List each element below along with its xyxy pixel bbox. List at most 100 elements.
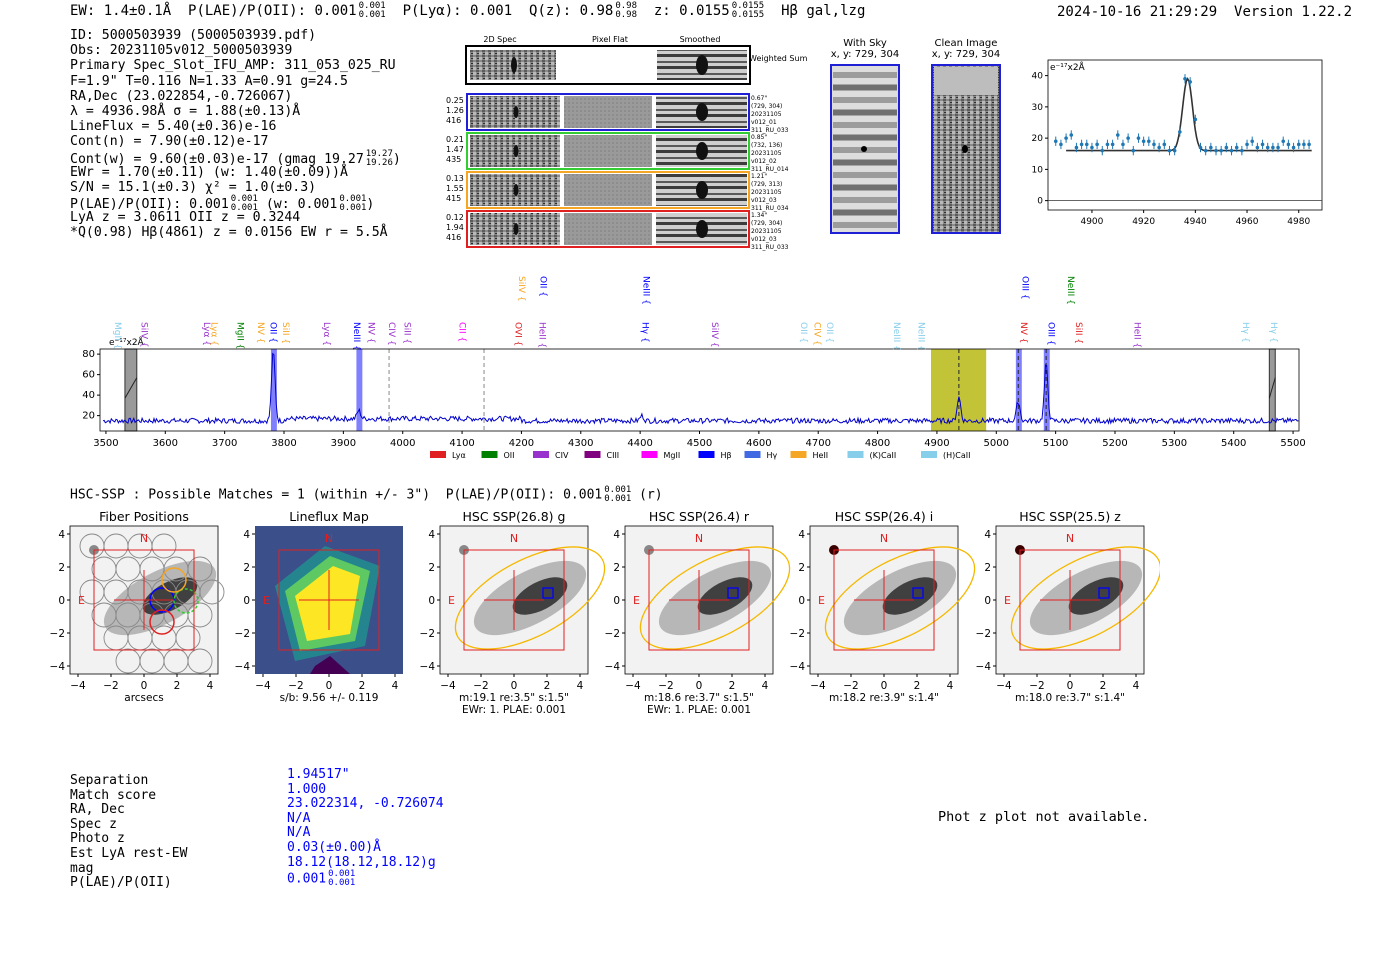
galaxy-core (882, 577, 938, 615)
spectrum-xtick-label: 5200 (1102, 438, 1127, 449)
value-plae: 0.001 0.001 0.001 (287, 870, 444, 888)
label-lya-ew: Est LyA rest-EW (70, 845, 188, 861)
cutout-row-info: (729, 304) (751, 220, 782, 227)
panel-xtick-label: 0 (141, 680, 148, 692)
panel-xtick-label: 4 (762, 680, 769, 692)
cutout-row-info: (732, 136) (751, 142, 782, 149)
info-line-fiber-params: F=1.9" T=0.116 N=1.33 A=0.91 g=24.5 (70, 73, 348, 89)
spectrum-line-label: OII { (537, 276, 547, 297)
line-fit-xtick-label: 4940 (1184, 217, 1207, 227)
plae-range: 0.001 0.001 (231, 195, 258, 213)
panel-ytick-label: −2 (976, 628, 991, 640)
value-lya-ew: 0.03(±0.00)Å (287, 839, 381, 855)
spectrum-line-label: NeIII { (641, 276, 651, 305)
value-match-score: 1.000 (287, 781, 327, 797)
spectrum-line-label: OII { (798, 322, 808, 343)
z-hi: 0.0155 (731, 1, 765, 11)
panel-xtick-label: −4 (440, 680, 456, 692)
line-fit-point (1136, 136, 1141, 140)
spectrum-line-label: SiII { (280, 322, 290, 344)
imaging-panel-title: Lineflux Map (289, 509, 369, 524)
panel-caption: m:19.1 re:3.5" s:1.5" (459, 692, 569, 704)
line-fit-point (1276, 145, 1280, 150)
cutout-row-value: 416 (446, 233, 461, 242)
ellipse-aperture (639, 546, 791, 650)
north-label: N (510, 532, 518, 545)
hsc-matches: HSC-SSP : Possible Matches = 1 (within +… (70, 487, 431, 503)
match-box (727, 587, 739, 599)
line-fit-point (1291, 145, 1296, 150)
cutout-row-value: 1.47 (446, 145, 464, 154)
cutout-source (513, 184, 519, 196)
spectrum-xtick-label: 4600 (746, 438, 771, 449)
clean-image-title: Clean Image x, y: 729, 304 (931, 38, 1001, 60)
panel-ytick-label: −4 (976, 661, 992, 673)
panel-xtick-label: 2 (729, 680, 736, 692)
cutout-row-info: (729, 313) (751, 181, 782, 188)
spectrum-line-label: OIII { (1019, 276, 1029, 300)
line-fit-ytick-label: 20 (1032, 134, 1044, 144)
panel-caption: m:18.0 re:3.7" s:1.4" (1015, 692, 1125, 704)
spectrum-line-label: CII { (457, 322, 467, 342)
hsc-plae-range: 0.001 0.001 (604, 486, 631, 504)
cutout-row-value: 0.21 (446, 135, 464, 144)
panel-xtick-label: 2 (914, 680, 921, 692)
spectrum-xtick-label: 3900 (331, 438, 356, 449)
spectrum-highlight-blue (1043, 349, 1050, 431)
imaging-panel-title: HSC SSP(26.4) r (649, 509, 750, 524)
search-box (1019, 549, 1121, 651)
spectrum-line-label: CIV { (386, 322, 396, 346)
spectrum-ytick-label: 40 (82, 390, 95, 401)
phot-z-message: Phot z plot not available. (938, 809, 1150, 825)
panel-ytick-label: −2 (50, 628, 65, 640)
info-line-wavelength: λ = 4936.98Å σ = 1.88(±0.13)Å (70, 103, 301, 119)
value-plae-lo: 0.001 (328, 878, 356, 889)
info-line-best-z: *Q(0.98) Hβ(4861) z = 0.0156 EW r = 5.5Å (70, 225, 388, 241)
line-fit-point (1203, 148, 1208, 153)
line-fit-point (1152, 142, 1156, 147)
panel-xtick-label: −2 (843, 680, 858, 692)
spectrum-legend-swatch (698, 451, 715, 458)
line-fit-plot: e⁻¹⁷x2Å 0 10 20 30 40 4900 4920 4940 4960 4980 (1032, 59, 1323, 227)
sky-stripe (833, 97, 897, 103)
cutout-pixelflat (564, 135, 652, 167)
with-sky-xy: x, y: 729, 304 (830, 49, 900, 60)
line-fit-point (1084, 142, 1089, 147)
line-fit-ytick-label: 30 (1032, 103, 1044, 113)
line-fit-point (1110, 142, 1115, 147)
sky-stripe (833, 109, 897, 116)
spectrum-xtick-label: 5400 (1221, 438, 1246, 449)
plya-summary: P(Lyα): 0.001 (402, 3, 513, 19)
north-label: N (880, 532, 888, 545)
line-fit-point (1162, 142, 1167, 147)
spectrum-legend-label: CIII (607, 451, 620, 460)
imaging-panel-title: HSC SSP(26.8) g (463, 509, 566, 524)
east-label: E (263, 594, 270, 607)
spectrum-xtick-label: 5000 (984, 438, 1009, 449)
panel-ytick-label: 0 (798, 595, 805, 607)
line-fit-unit: e⁻¹⁷x2Å (1050, 61, 1086, 73)
sky-stripe (833, 72, 897, 78)
cutout-row-value: 1.94 (446, 223, 464, 232)
line-fit-point (1141, 139, 1146, 144)
cutout-row-info: 0.67" (751, 95, 767, 102)
spectrum-xtick-label: 3700 (212, 438, 237, 449)
spectrum-highlight-olive (930, 349, 987, 431)
gmag-hi: 19.27 (365, 148, 393, 159)
cutout-row-value: 1.26 (446, 106, 464, 115)
label-photo-z: Photo z (70, 831, 125, 847)
cutout-row-value: 0.25 (446, 96, 464, 105)
value-plae-main: 0.001 (287, 871, 327, 887)
panel-ytick-label: 2 (798, 562, 805, 574)
panel-xtick-label: 0 (326, 680, 333, 692)
line-fit-point (1281, 139, 1286, 144)
sky-stripe (833, 122, 897, 128)
cutout-row-info: 0.85" (751, 134, 767, 141)
fiber-orange (161, 567, 187, 593)
search-box (463, 549, 565, 651)
info-line-cont-w: Cont(w) = 9.60(±0.03)e-17 (gmag 19.27 19.… (70, 148, 401, 167)
cutout-smoothed-source (696, 103, 708, 121)
spectrum-line-label: NeIII { (891, 322, 901, 351)
panel-xtick-label: −2 (288, 680, 303, 692)
value-plae-hi: 0.001 (328, 869, 356, 880)
